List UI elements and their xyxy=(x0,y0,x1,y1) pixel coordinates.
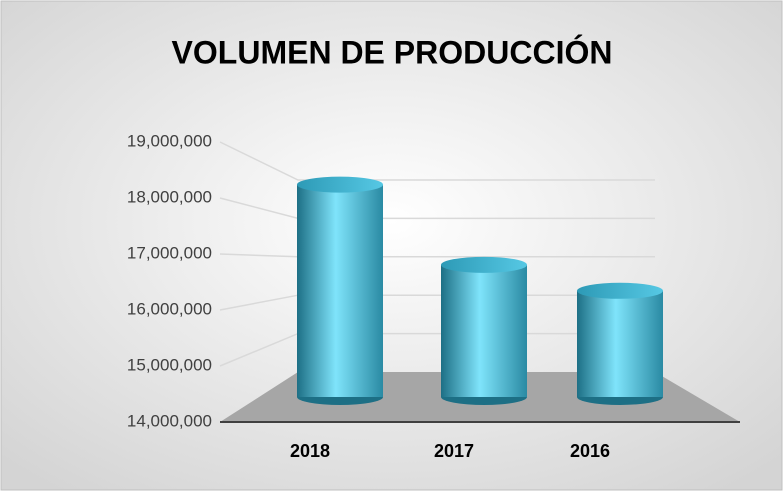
y-tick-label: 15,000,000 xyxy=(127,355,212,374)
y-tick-label: 18,000,000 xyxy=(127,187,212,206)
y-tick-label: 16,000,000 xyxy=(127,299,212,318)
cylinder-top xyxy=(441,256,527,273)
bar xyxy=(297,184,383,397)
y-tick-label: 17,000,000 xyxy=(127,243,212,262)
x-tick-label: 2016 xyxy=(570,441,610,461)
bar xyxy=(577,290,663,397)
y-tick-label: 14,000,000 xyxy=(127,411,212,430)
grid-line xyxy=(219,141,655,181)
cylinder-top xyxy=(577,282,663,299)
cylinder-top xyxy=(297,176,383,193)
x-tick-label: 2018 xyxy=(290,441,330,461)
chart-title: VOLUMEN DE PRODUCCIÓN xyxy=(172,34,613,70)
x-tick-label: 2017 xyxy=(434,441,474,461)
bar xyxy=(441,264,527,397)
y-tick-label: 19,000,000 xyxy=(127,131,212,150)
